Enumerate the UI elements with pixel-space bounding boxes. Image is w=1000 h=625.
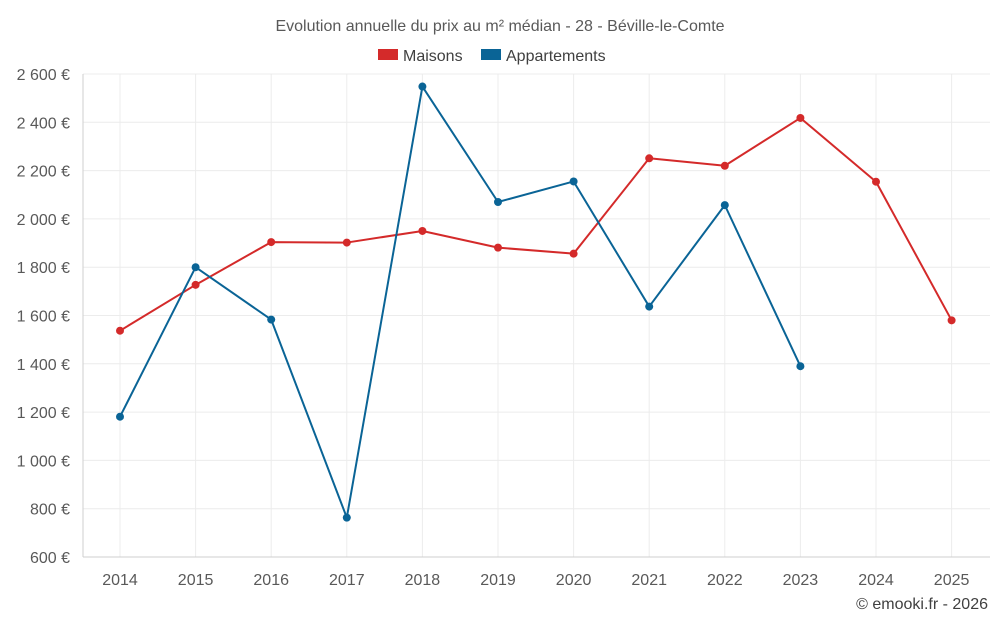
y-tick-label: 2 000 € [17,212,70,229]
data-point-maisons[interactable] [872,177,880,186]
data-point-maisons[interactable] [418,226,427,235]
y-tick-label: 1 400 € [17,357,70,374]
series-appartements [116,82,805,522]
x-tick-label: 2020 [556,572,592,589]
y-tick-label: 600 € [30,550,70,567]
y-tick-label: 2 200 € [17,164,70,181]
x-tick-label: 2021 [631,572,667,589]
y-tick-label: 1 800 € [17,260,70,277]
credit-text: © emooki.fr - 2026 [856,596,988,613]
legend-label-appartements: Appartements [506,48,606,65]
data-point-appartements[interactable] [569,177,578,186]
chart-title: Evolution annuelle du prix au m² médian … [275,18,724,35]
legend-item-appartements[interactable]: Appartements [481,48,606,65]
y-tick-label: 2 400 € [17,115,70,132]
grid [83,73,990,558]
data-point-maisons[interactable] [494,243,502,252]
x-tick-label: 2025 [934,572,970,589]
x-tick-label: 2019 [480,572,516,589]
data-point-maisons[interactable] [645,154,654,163]
legend-swatch-appartements [481,49,501,60]
legend-item-maisons[interactable]: Maisons [378,48,463,65]
x-tick-label: 2023 [783,572,819,589]
data-point-maisons[interactable] [342,238,351,247]
data-point-appartements[interactable] [342,513,351,522]
y-tick-label: 800 € [30,502,70,519]
data-point-appartements[interactable] [191,263,200,272]
data-point-appartements[interactable] [720,201,729,210]
series-line-maisons [119,116,953,332]
y-tick-label: 1 600 € [17,309,70,326]
series [116,82,956,522]
legend-swatch-maisons [378,49,398,60]
x-tick-label: 2017 [329,572,365,589]
data-point-maisons[interactable] [191,280,200,289]
y-tick-label: 1 200 € [17,405,70,422]
y-tick-label: 1 000 € [17,453,70,470]
data-point-appartements[interactable] [267,315,276,324]
legend-label-maisons: Maisons [403,48,463,65]
data-point-appartements[interactable] [116,412,124,421]
x-tick-label: 2022 [707,572,743,589]
data-point-maisons[interactable] [720,161,729,170]
x-tick-label: 2014 [102,572,138,589]
data-point-appartements[interactable] [796,362,805,371]
legend: Maisons Appartements [378,48,606,65]
data-point-maisons[interactable] [947,316,956,325]
x-tick-label: 2015 [178,572,214,589]
series-maisons [116,113,956,335]
data-point-maisons[interactable] [116,326,124,335]
x-tick-label: 2024 [858,572,894,589]
series-line-appartements [119,85,802,519]
x-tick-label: 2018 [405,572,441,589]
axes: 600 € 800 € 1 000 € 1 200 € 1 400 € 1 600 € 1 … [17,67,990,589]
data-point-maisons[interactable] [796,113,805,122]
x-tick-label: 2016 [253,572,289,589]
data-point-maisons[interactable] [267,238,276,247]
y-tick-label: 2 600 € [17,67,70,84]
data-point-appartements[interactable] [645,302,654,311]
data-point-maisons[interactable] [569,249,578,258]
data-point-appartements[interactable] [418,82,427,91]
data-point-appartements[interactable] [494,197,502,206]
